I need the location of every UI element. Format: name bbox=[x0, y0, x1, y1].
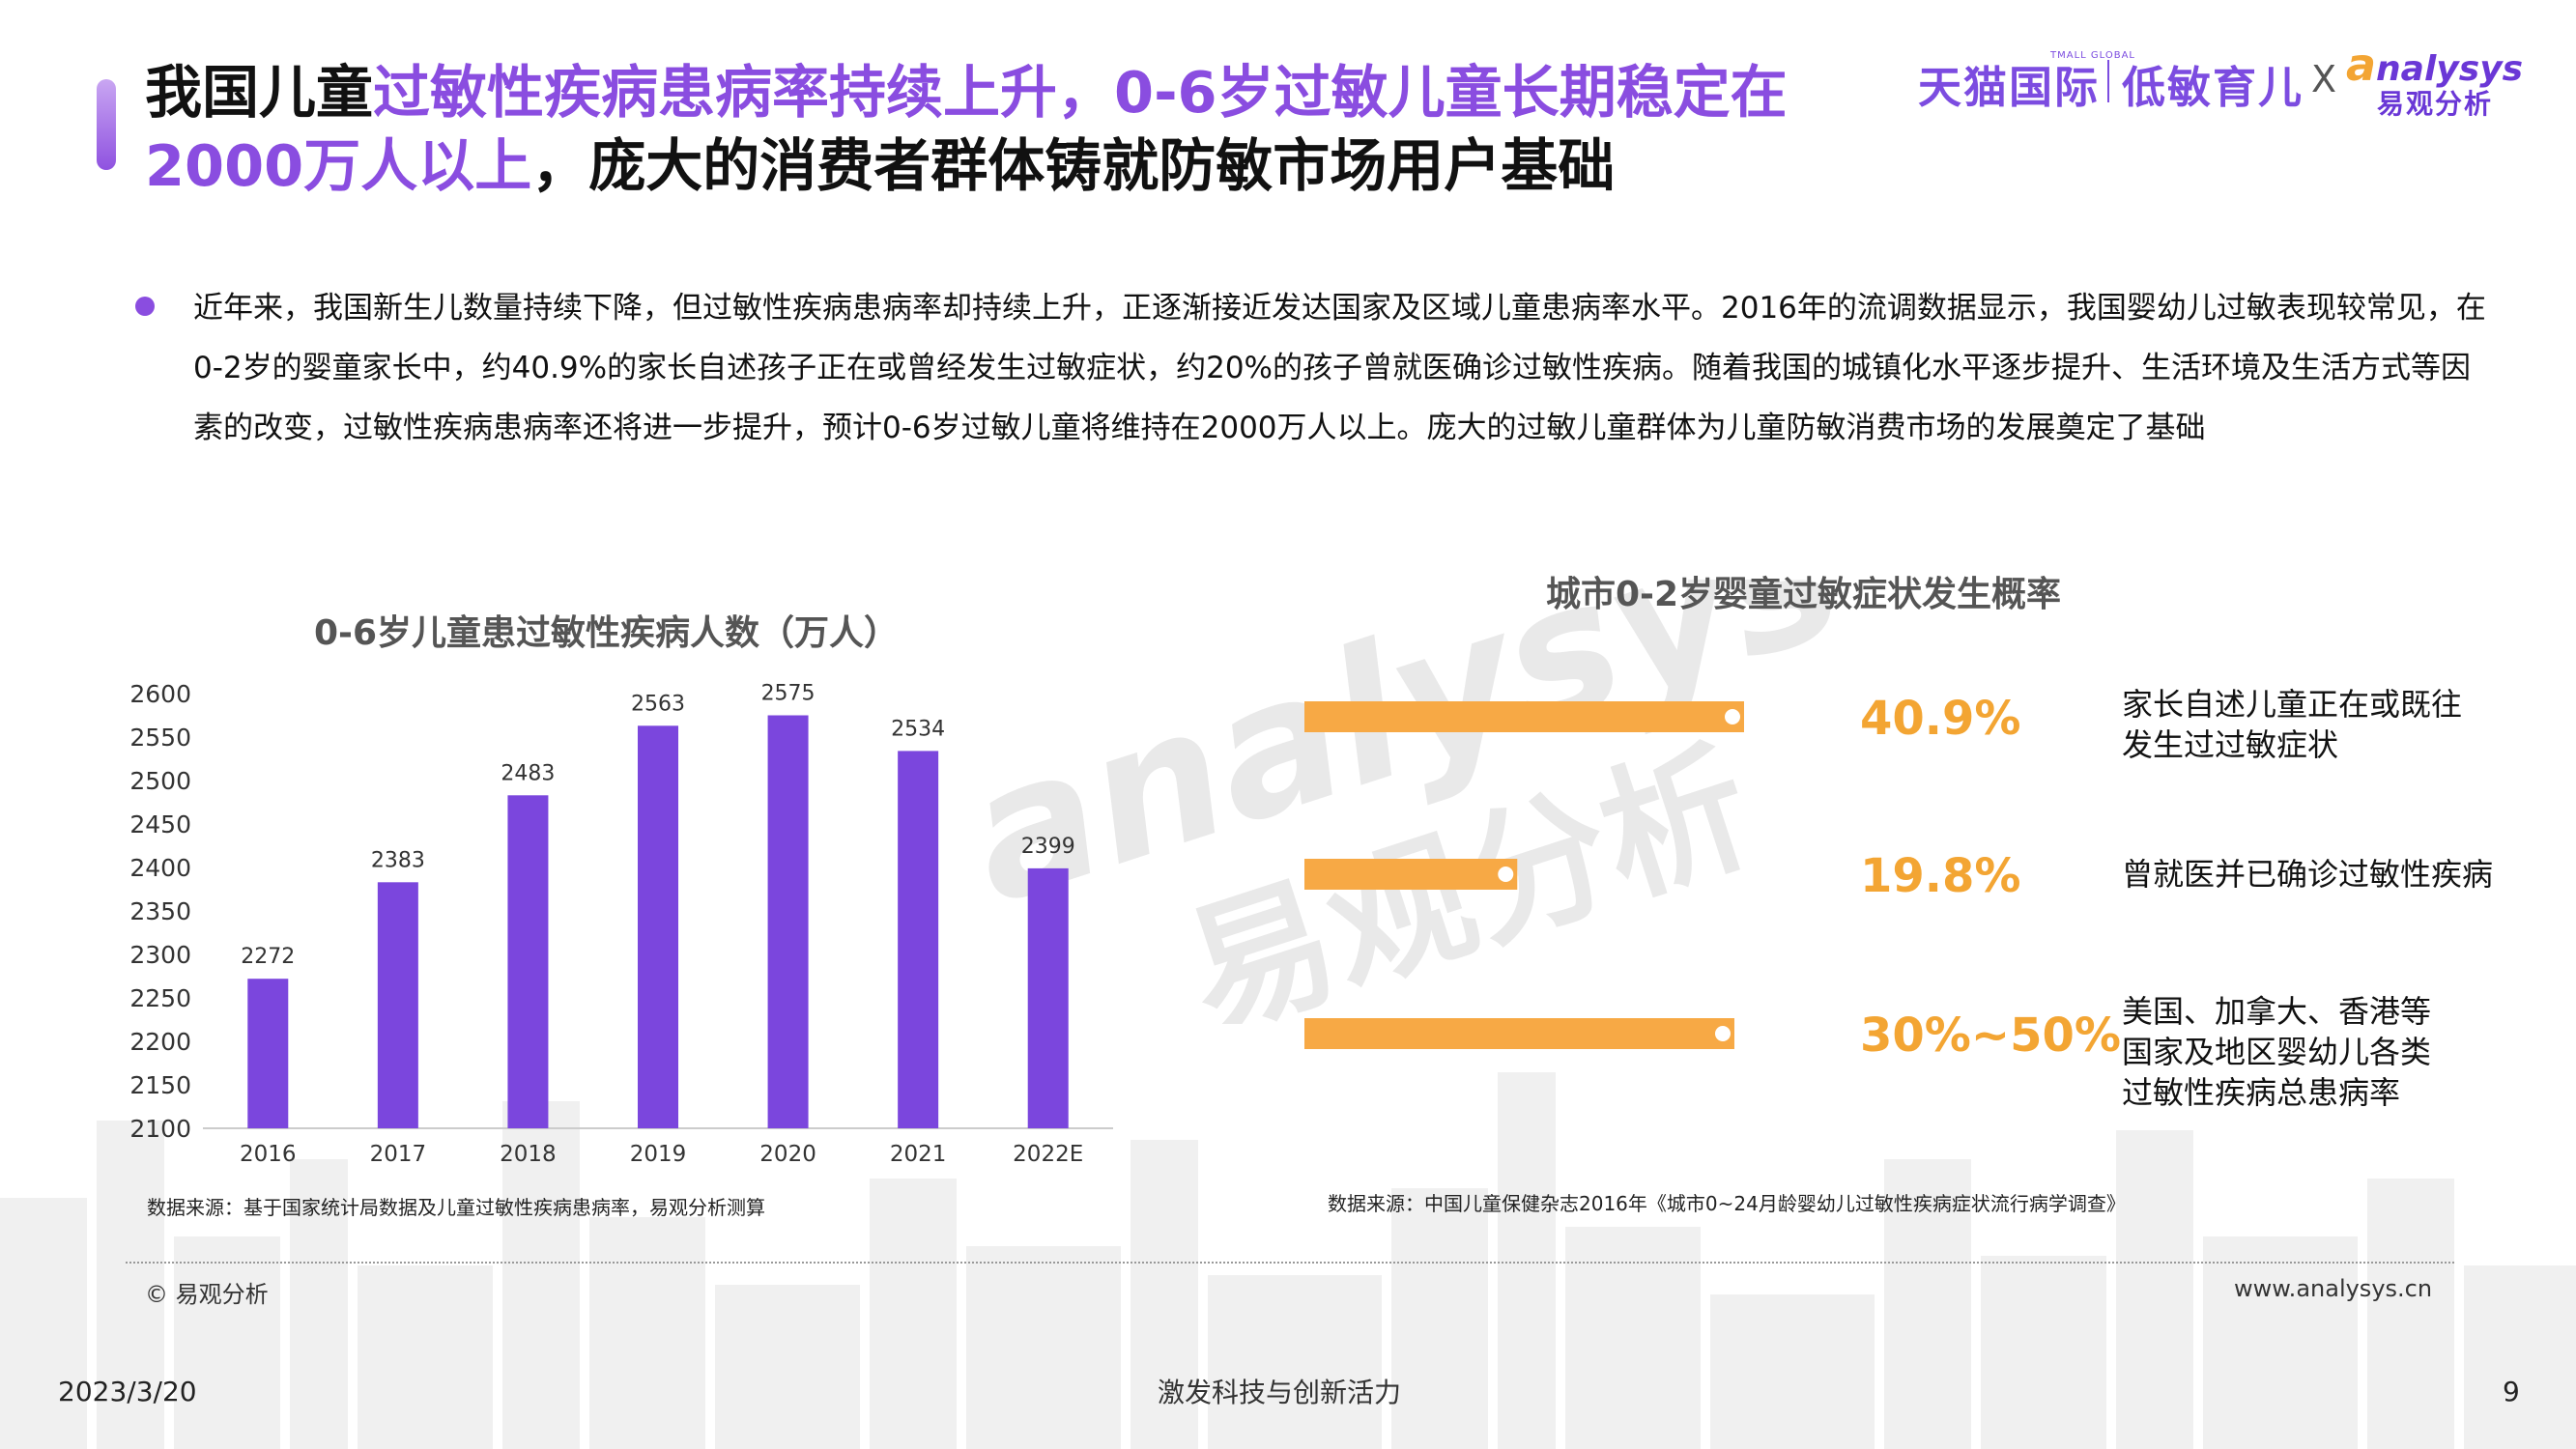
y-tick-label-6: 2400 bbox=[129, 854, 191, 882]
y-tick-label-9: 2550 bbox=[129, 724, 191, 752]
title-part1: 我国儿童 bbox=[145, 59, 374, 126]
y-tick-label-8: 2500 bbox=[129, 767, 191, 795]
bar-2022E bbox=[1027, 867, 1069, 1128]
y-tick-label-3: 2250 bbox=[129, 984, 191, 1012]
tmall-global-logo: 天猫国际 bbox=[1918, 62, 2101, 113]
hbar-description-1: 曾就医并已确诊过敏性疾病 bbox=[2122, 854, 2493, 895]
bullet-dot bbox=[135, 297, 155, 316]
hbar-description-2: 美国、加拿大、香港等 国家及地区婴幼儿各类 过敏性疾病总患病率 bbox=[2122, 991, 2431, 1113]
y-tick-label-10: 2600 bbox=[129, 680, 191, 708]
low-allergy-parenting-logo: 低敏育儿 bbox=[2122, 62, 2304, 113]
title-highlight2: 2000万人以上 bbox=[145, 132, 532, 199]
title-highlight1: 过敏性疾病患病率持续上升，0-6岁过敏儿童长期稳定在 bbox=[373, 59, 1788, 126]
x-tick-label-2016: 2016 bbox=[240, 1142, 297, 1167]
y-tick-label-7: 2450 bbox=[129, 810, 191, 838]
y-tick-label-0: 2100 bbox=[129, 1115, 191, 1143]
copyright-text: © 易观分析 bbox=[145, 1281, 269, 1308]
bar-value-label-2019: 2563 bbox=[631, 692, 685, 716]
bar-value-label-2017: 2383 bbox=[371, 848, 425, 872]
page-number: 9 bbox=[2503, 1376, 2520, 1407]
hbar-1 bbox=[1304, 859, 1518, 890]
hbar-value-label-1: 19.8% bbox=[1860, 849, 2021, 903]
bar-value-label-2020: 2575 bbox=[761, 682, 816, 706]
x-tick-label-2018: 2018 bbox=[500, 1142, 557, 1167]
bar-value-label-2016: 2272 bbox=[241, 945, 295, 969]
bar-2021 bbox=[898, 751, 939, 1128]
hbar-description-line: 国家及地区婴幼儿各类 bbox=[2122, 1034, 2432, 1070]
x-tick-label-2019: 2019 bbox=[630, 1142, 687, 1167]
right-chart-title: 城市0-2岁婴童过敏症状发生概率 bbox=[1546, 575, 2062, 614]
brand-separator bbox=[2107, 60, 2109, 102]
hbar-description-line: 发生过过敏症状 bbox=[2122, 726, 2339, 763]
left-chart-title: 0-6岁儿童患过敏性疾病人数（万人） bbox=[314, 613, 900, 653]
page-title: 我国儿童过敏性疾病患病率持续上升，0-6岁过敏儿童长期稳定在 2000万人以上，… bbox=[145, 56, 1884, 203]
analysys-logo-rest: nalysys bbox=[2376, 49, 2524, 89]
title-accent-bar bbox=[97, 79, 116, 170]
city-skyline-background bbox=[0, 1072, 2576, 1449]
right-chart-source: 数据来源：中国儿童保健杂志2016年《城市0~24月龄婴幼儿过敏性疾病症状流行病… bbox=[1328, 1192, 2126, 1215]
tmall-global-sublabel: TMALL GLOBAL bbox=[2050, 50, 2136, 61]
analysys-watermark: analysys 易观分析 bbox=[943, 580, 1864, 1024]
report-date: 2023/3/20 bbox=[58, 1376, 197, 1407]
bar-2018 bbox=[507, 795, 549, 1128]
hbar-end-marker-1 bbox=[1494, 863, 1518, 886]
hbar-end-marker-2 bbox=[1710, 1022, 1734, 1045]
bar-value-label-2018: 2483 bbox=[501, 761, 555, 785]
x-tick-label-2021: 2021 bbox=[890, 1142, 947, 1167]
x-tick-label-2020: 2020 bbox=[759, 1142, 816, 1167]
allergy-probability-horizontal-bars: 40.9% 19.8% 30%~50% bbox=[1304, 692, 2121, 1063]
y-tick-label-1: 2150 bbox=[129, 1071, 191, 1099]
y-tick-label-2: 2200 bbox=[129, 1028, 191, 1056]
hbar-2 bbox=[1304, 1018, 1734, 1049]
analysys-logo-a: a bbox=[2346, 39, 2377, 91]
hbar-description-line: 曾就医并已确诊过敏性疾病 bbox=[2122, 856, 2494, 893]
hbar-value-label-0: 40.9% bbox=[1860, 692, 2021, 746]
brand-cross: X bbox=[2311, 58, 2337, 100]
y-tick-label-4: 2300 bbox=[129, 941, 191, 969]
title-part4: ，庞大的消费者群体铸就防敏市场用户基础 bbox=[531, 132, 1616, 199]
website-link[interactable]: www.analysys.cn bbox=[2234, 1275, 2433, 1302]
bar-2019 bbox=[638, 725, 678, 1128]
hbar-description-line: 家长自述儿童正在或既往 bbox=[2122, 686, 2463, 723]
hbar-0 bbox=[1304, 701, 1744, 732]
hbar-value-label-2: 30%~50% bbox=[1860, 1009, 2121, 1063]
x-tick-label-2017: 2017 bbox=[370, 1142, 427, 1167]
analysys-logo: analysys bbox=[2346, 39, 2523, 91]
footer-divider bbox=[126, 1262, 2454, 1264]
allergy-children-bar-chart: 2100 2150 2200 2250 2300 2350 2400 2450 2500 2550… bbox=[129, 680, 1113, 1167]
hbar-description-line: 过敏性疾病总患病率 bbox=[2122, 1074, 2401, 1111]
bar-2020 bbox=[767, 715, 809, 1128]
x-tick-label-2022E: 2022E bbox=[1013, 1142, 1083, 1167]
bar-value-label-2022E: 2399 bbox=[1021, 835, 1075, 859]
yiguan-logo-text: 易观分析 bbox=[2377, 88, 2494, 120]
footer-slogan: 激发科技与创新活力 bbox=[1158, 1377, 1402, 1408]
hbar-description-0: 家长自述儿童正在或既往 发生过过敏症状 bbox=[2122, 684, 2462, 765]
bar-2016 bbox=[247, 979, 289, 1128]
bar-2017 bbox=[377, 882, 418, 1128]
bar-value-label-2021: 2534 bbox=[891, 717, 945, 741]
left-chart-source: 数据来源：基于国家统计局数据及儿童过敏性疾病患病率，易观分析测算 bbox=[147, 1196, 765, 1219]
y-tick-label-5: 2350 bbox=[129, 897, 191, 925]
hbar-description-line: 美国、加拿大、香港等 bbox=[2122, 993, 2432, 1030]
hbar-end-marker-0 bbox=[1721, 705, 1744, 728]
intro-paragraph: 近年来，我国新生儿数量持续下降，但过敏性疾病患病率却持续上升，正逐渐接近发达国家… bbox=[193, 291, 2486, 445]
